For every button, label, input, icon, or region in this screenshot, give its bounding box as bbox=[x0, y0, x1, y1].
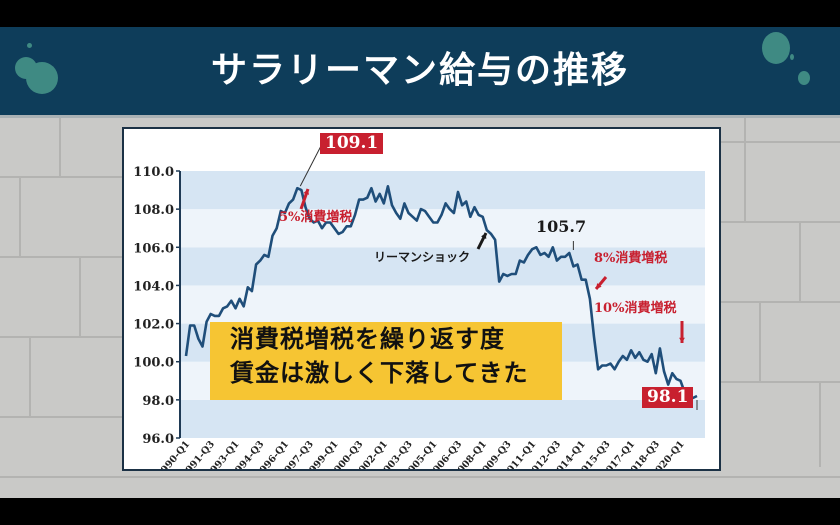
annotation-lehman-shock: リーマンショック bbox=[374, 250, 471, 264]
decor-blob bbox=[27, 43, 32, 48]
headline-callout: 消費税増税を繰り返す度 賃金は激しく下落してきた bbox=[210, 322, 562, 400]
wage-index-line bbox=[184, 184, 698, 400]
page-title: サラリーマン給与の推移 bbox=[210, 50, 629, 91]
annotation-5pct-tax: 5%消費増税 bbox=[279, 210, 353, 225]
decor-blob bbox=[762, 32, 790, 64]
local-peak-label: 105.7 bbox=[536, 217, 587, 236]
chart-panel: 110.0 108.0 106.0 104.0 102.0 100.0 98.0 96.0 19… bbox=[122, 127, 721, 471]
y-tick-label: 96.0 bbox=[142, 432, 174, 447]
headline-line-2: 賃金は激しく下落してきた bbox=[230, 358, 529, 387]
y-tick-label: 108.0 bbox=[133, 203, 174, 218]
title-banner: サラリーマン給与の推移 bbox=[0, 27, 840, 118]
annotation-10pct-tax: 10%消費増税 bbox=[594, 301, 677, 316]
slide: サラリーマン給与の推移 110.0 108.0 106.0 104.0 102.0 100… bbox=[0, 27, 840, 498]
y-tick-label: 102.0 bbox=[133, 318, 174, 333]
headline-line-1: 消費税増税を繰り返す度 bbox=[230, 324, 505, 353]
peak-value-badge: 109.1 bbox=[320, 133, 384, 154]
decor-blob bbox=[26, 62, 58, 94]
decor-blob bbox=[790, 54, 794, 60]
y-tick-label: 98.0 bbox=[142, 394, 174, 409]
latest-value-badge: 98.1 bbox=[642, 387, 694, 408]
annotation-8pct-tax: 8%消費増税 bbox=[594, 251, 668, 266]
decor-blob bbox=[798, 71, 810, 85]
y-tick-label: 106.0 bbox=[133, 241, 174, 256]
brick-wall-background bbox=[0, 117, 840, 478]
y-tick-label: 100.0 bbox=[133, 356, 174, 371]
y-tick-label: 104.0 bbox=[133, 279, 174, 294]
y-tick-label: 110.0 bbox=[133, 165, 174, 180]
